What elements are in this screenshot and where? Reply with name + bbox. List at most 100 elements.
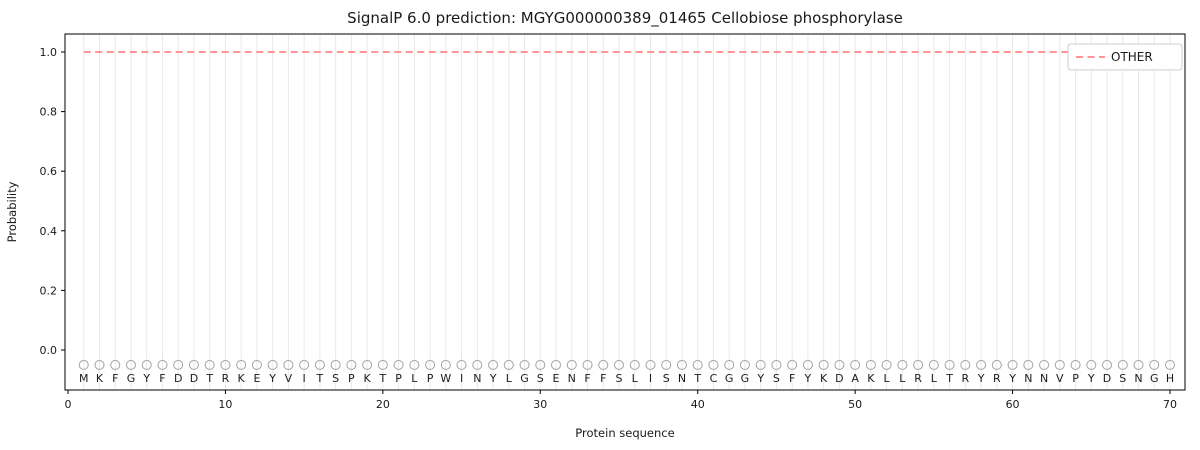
residue-letter: S	[537, 372, 544, 385]
residue-marker	[708, 359, 719, 370]
residue-marker	[188, 359, 199, 370]
residue-marker	[1054, 359, 1065, 370]
residue-marker	[850, 359, 861, 370]
gridlines	[83, 34, 1171, 390]
residue-letter: I	[649, 372, 652, 385]
residue-marker	[1117, 359, 1128, 370]
residue-marker	[362, 359, 373, 370]
residue-marker	[377, 359, 388, 370]
residue-letter: Y	[268, 372, 276, 385]
y-axis-label: Probability	[5, 181, 19, 242]
residue-letter: K	[820, 372, 828, 385]
residue-marker	[802, 359, 813, 370]
residue-letter: S	[1119, 372, 1126, 385]
residue-marker	[78, 359, 89, 370]
residue-marker	[645, 359, 656, 370]
residue-letter: V	[285, 372, 293, 385]
residue-marker	[991, 359, 1002, 370]
residue-marker	[834, 359, 845, 370]
residue-letter: H	[1166, 372, 1174, 385]
residue-letter: L	[411, 372, 418, 385]
residue-letter: G	[127, 372, 136, 385]
residue-marker	[881, 359, 892, 370]
residue-letter: D	[1103, 372, 1111, 385]
legend-other-label: OTHER	[1111, 50, 1153, 64]
residue-marker	[330, 359, 341, 370]
residue-marker	[582, 359, 593, 370]
residue-marker	[503, 359, 514, 370]
residue-marker	[267, 359, 278, 370]
residue-marker	[598, 359, 609, 370]
chart-title: SignalP 6.0 prediction: MGYG000000389_01…	[347, 9, 903, 28]
residue-marker	[818, 359, 829, 370]
residue-letter: G	[1150, 372, 1159, 385]
residue-letter: F	[600, 372, 606, 385]
residue-marker	[425, 359, 436, 370]
residue-marker	[456, 359, 467, 370]
x-tick-label: 10	[218, 398, 232, 411]
residue-marker	[755, 359, 766, 370]
chart-overlay: SignalP 6.0 prediction: MGYG000000389_01…	[5, 9, 1183, 440]
residue-marker	[944, 359, 955, 370]
residue-letter: Y	[489, 372, 497, 385]
residue-letter: I	[303, 372, 306, 385]
residue-letter: D	[835, 372, 843, 385]
residue-marker	[393, 359, 404, 370]
residue-letter: P	[395, 372, 402, 385]
residue-marker	[1039, 359, 1050, 370]
residue-letter: F	[584, 372, 590, 385]
residue-marker	[125, 359, 137, 370]
residue-letter: N	[678, 372, 686, 385]
residue-letter: C	[710, 372, 718, 385]
residue-letter: G	[725, 372, 734, 385]
y-tick-label: 0.0	[40, 344, 58, 357]
x-tick-label: 20	[376, 398, 390, 411]
residue-marker	[1070, 359, 1081, 370]
residue-marker	[566, 359, 577, 370]
residue-letter: P	[348, 372, 355, 385]
residue-letter: R	[962, 372, 970, 385]
residue-marker	[220, 359, 231, 370]
residue-marker	[314, 359, 325, 370]
residue-marker	[251, 359, 262, 370]
residue-letter: K	[238, 372, 246, 385]
residue-marker	[1149, 359, 1160, 370]
residue-letter: L	[931, 372, 938, 385]
residue-letter: R	[222, 372, 230, 385]
y-tick-label: 0.4	[40, 225, 58, 238]
residue-marker	[141, 359, 152, 370]
residue-letter: N	[1040, 372, 1048, 385]
residue-marker	[771, 359, 782, 370]
residue-letter: T	[378, 372, 386, 385]
x-axis-ticks: 0 10 20 30 40 50 60 70	[65, 390, 1177, 411]
residue-letter: R	[914, 372, 922, 385]
residue-letter: E	[553, 372, 560, 385]
residue-letter: S	[773, 372, 780, 385]
residue-marker	[661, 359, 672, 370]
x-tick-label: 70	[1163, 398, 1177, 411]
residue-letter: T	[693, 372, 701, 385]
y-axis-ticks: 0.0 0.2 0.4 0.6 0.8 1.0	[40, 46, 65, 357]
residue-marker	[739, 359, 750, 370]
residue-marker	[692, 359, 703, 370]
y-tick-label: 1.0	[40, 46, 58, 59]
residue-marker	[550, 359, 562, 370]
residue-marker	[629, 359, 640, 370]
legend-box	[1067, 43, 1183, 71]
residue-letter: L	[632, 372, 639, 385]
residue-letter: N	[1134, 372, 1142, 385]
residue-marker	[440, 359, 451, 370]
residue-marker	[960, 359, 971, 370]
residue-marker	[204, 359, 215, 370]
residue-marker	[1164, 359, 1176, 370]
residue-marker	[928, 359, 939, 370]
residue-letter: L	[899, 372, 906, 385]
residue-letter: I	[460, 372, 463, 385]
residue-marker	[613, 359, 625, 370]
residue-letter: T	[945, 372, 953, 385]
residue-marker	[346, 359, 357, 370]
residue-letter: Y	[1008, 372, 1016, 385]
